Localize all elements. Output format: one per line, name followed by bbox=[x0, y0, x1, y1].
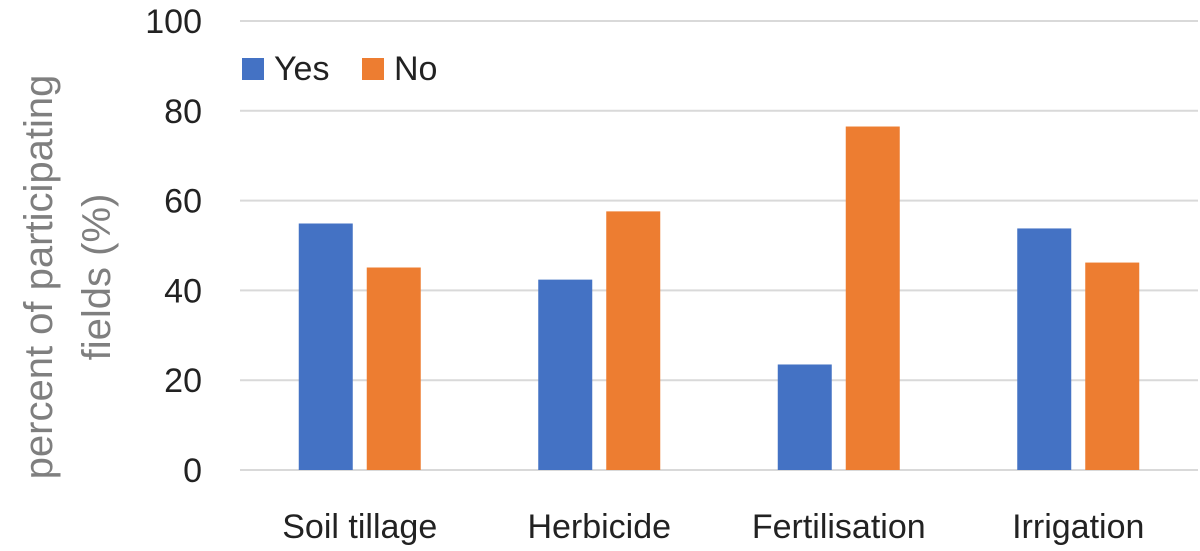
legend-label-no: No bbox=[394, 50, 437, 88]
y-tick-label: 100 bbox=[145, 3, 202, 41]
legend: Yes No bbox=[242, 50, 437, 88]
x-category-label: Soil tillage bbox=[282, 508, 437, 546]
y-axis-title-line-1: percent of participating bbox=[17, 75, 61, 480]
legend-label-yes: Yes bbox=[274, 50, 329, 88]
y-tick-label: 0 bbox=[183, 452, 202, 490]
legend-swatch-yes bbox=[242, 58, 264, 80]
y-tick-label: 60 bbox=[164, 183, 202, 221]
bar-yes-soil-tillage bbox=[298, 223, 353, 470]
bar-yes-irrigation bbox=[1017, 228, 1072, 470]
y-axis-ticks: 0 20 40 60 80 100 bbox=[145, 3, 202, 490]
bar-yes-fertilisation bbox=[777, 364, 832, 470]
y-tick-label: 80 bbox=[164, 93, 202, 131]
bar-no-herbicide bbox=[606, 211, 661, 470]
bar-no-irrigation bbox=[1085, 262, 1140, 470]
legend-swatch-no bbox=[362, 58, 384, 80]
bar-no-fertilisation bbox=[845, 126, 900, 470]
bar-no-soil-tillage bbox=[366, 267, 421, 470]
y-axis-title-line-2: fields (%) bbox=[75, 194, 119, 361]
y-tick-label: 40 bbox=[164, 272, 202, 310]
y-tick-label: 20 bbox=[164, 362, 202, 400]
x-category-label: Herbicide bbox=[527, 508, 671, 546]
x-axis-categories: Soil tillage Herbicide Fertilisation Irriga… bbox=[282, 508, 1144, 546]
x-category-label: Irrigation bbox=[1012, 508, 1144, 546]
bars bbox=[298, 126, 1140, 470]
bar-yes-herbicide bbox=[538, 279, 593, 470]
x-category-label: Fertilisation bbox=[752, 508, 926, 546]
